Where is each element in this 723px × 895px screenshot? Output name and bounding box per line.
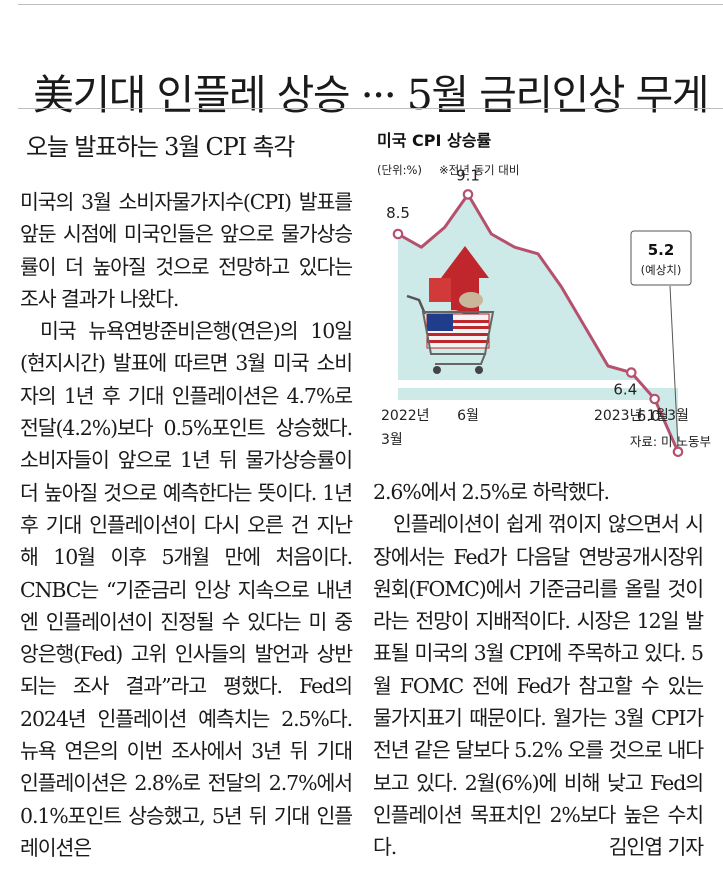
flag-stripe xyxy=(453,320,489,323)
data-point-2022-06 xyxy=(462,189,474,200)
cube-icon xyxy=(429,278,451,302)
chart-base-band xyxy=(398,388,678,400)
flag-canton xyxy=(427,314,453,331)
subheadline: 오늘 발표하는 3월 CPI 촉각 xyxy=(26,133,295,161)
data-point-2023-01 xyxy=(626,367,637,378)
article-column-right: 2.6%에서 2.5%로 하락했다. 인플레이션이 쉽게 꺾이지 않으면서 시장… xyxy=(373,476,704,864)
headline-rule xyxy=(18,108,723,109)
chart-basis-note: ※전년 동기 대비 xyxy=(439,163,519,177)
cart-frame xyxy=(431,353,487,365)
paragraph-text: 인플레이션이 쉽게 꺾이지 않으면서 시장에서는 Fed가 다음달 연방공개시장… xyxy=(373,512,704,860)
cart-wheel-icon-2 xyxy=(475,366,483,374)
callout-value: 5.2 xyxy=(648,241,675,259)
data-point-2022-03 xyxy=(392,228,404,240)
callout-box xyxy=(630,230,692,286)
chart-title: 미국 CPI 상승률 xyxy=(377,131,491,150)
top-rule xyxy=(18,4,723,5)
x-tick-3: 3월 xyxy=(667,408,689,424)
cpi-chart-svg: 미국 CPI 상승률 (단위:%) ※전년 동기 대비 8.5 9.1 6.46.0… xyxy=(377,131,711,458)
paragraph: 인플레이션이 쉽게 꺾이지 않으면서 시장에서는 Fed가 다음달 연방공개시장… xyxy=(373,508,704,863)
paragraph: 미국의 3월 소비자물가지수(CPI) 발표를 앞둔 시점에 미국인들은 앞으로… xyxy=(20,190,353,311)
article-column-left: 미국의 3월 소비자물가지수(CPI) 발표를 앞둔 시점에 미국인들은 앞으로… xyxy=(20,186,353,864)
data-point-2023-03 xyxy=(672,446,684,458)
chart-unit-note: (단위:%) xyxy=(377,163,422,177)
data-label-2023-01: 6.4 xyxy=(613,381,637,399)
paragraph: 2.6%에서 2.5%로 하락했다. xyxy=(373,480,610,504)
data-label-2022-06: 9.1 xyxy=(456,166,480,184)
shopping-cart-illustration xyxy=(406,246,495,374)
paragraph: 미국 뉴욕연방준비은행(연은)의 10일(현지시간) 발표에 따르면 3월 미국… xyxy=(20,319,353,860)
cart-wheel-icon xyxy=(433,366,441,374)
x-tick-sub-0: 3월 xyxy=(381,432,403,448)
chart-source: 자료: 미 노동부 xyxy=(630,434,711,449)
headline: 美기대 인플레 상승 ··· 5월 금리인상 무게 xyxy=(33,71,709,120)
flag-stripe xyxy=(453,326,489,329)
data-label-2022-03: 8.5 xyxy=(386,204,410,222)
coin-icon xyxy=(459,292,483,308)
flag-stripe xyxy=(427,340,489,343)
callout-leader xyxy=(669,285,679,447)
x-tick-1: 6월 xyxy=(457,408,479,424)
data-label-2023-02: 6.0 xyxy=(637,407,661,425)
callout-note: (예상치) xyxy=(641,263,682,277)
flag-stripe xyxy=(427,333,489,336)
byline: 김인엽 기자 xyxy=(608,835,704,860)
chart-white-band xyxy=(398,380,678,388)
cart-handle xyxy=(406,294,427,315)
x-tick-0: 2022년 xyxy=(381,408,430,424)
cpi-chart: 미국 CPI 상승률 (단위:%) ※전년 동기 대비 8.5 9.1 6.4 6.0… xyxy=(373,128,718,458)
x-tick-2: 2023년 1월 xyxy=(594,408,669,424)
data-point-2023-02 xyxy=(649,393,660,405)
